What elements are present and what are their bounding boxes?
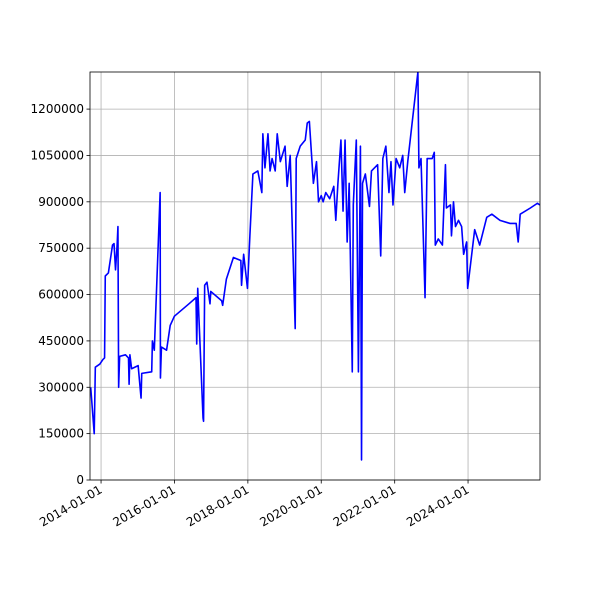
x-tick-label: 2016-01-01 <box>111 482 178 529</box>
x-tick-label: 2018-01-01 <box>184 482 251 529</box>
axes-frame <box>89 71 541 481</box>
line-series <box>90 72 540 461</box>
y-tick-label: 900000 <box>38 195 84 209</box>
y-tick-label: 450000 <box>38 334 84 348</box>
y-tick-label: 750000 <box>38 241 84 255</box>
y-tick-label: 1050000 <box>31 148 84 162</box>
plot-clip <box>90 72 540 461</box>
y-tick-label: 1200000 <box>31 102 84 116</box>
x-tick-label: 2014-01-01 <box>37 482 104 529</box>
y-tick-label: 150000 <box>38 427 84 441</box>
x-tick-label: 2024-01-01 <box>404 482 471 529</box>
x-tick-label: 2022-01-01 <box>331 482 398 529</box>
y-tick-label: 600000 <box>38 288 84 302</box>
x-tick-label: 2020-01-01 <box>257 482 324 529</box>
y-tick-label: 300000 <box>38 380 84 394</box>
plot-area <box>90 72 540 480</box>
y-tick-label: 0 <box>76 473 84 487</box>
